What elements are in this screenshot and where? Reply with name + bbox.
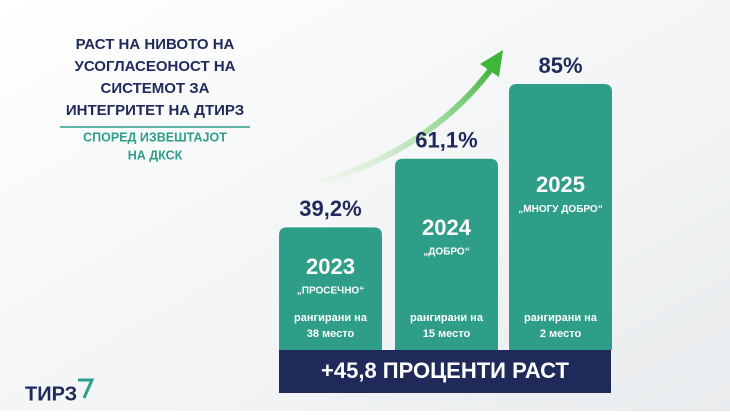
- rank-note: рангирани на: [294, 312, 368, 324]
- bar: [395, 158, 498, 350]
- banner: [279, 350, 611, 393]
- category-label: 2025: [536, 172, 585, 197]
- rank-note: 38 место: [307, 328, 355, 340]
- banner-text: +45,8 ПРОЦЕНТИ РАСТ: [321, 358, 570, 383]
- logo-mark: [78, 378, 95, 399]
- bar: [279, 227, 382, 350]
- subtitle-line: НА ДКСК: [128, 148, 183, 162]
- value-label: 85%: [538, 53, 582, 78]
- rating-label: „ПРОСЕЧНО“: [297, 286, 364, 297]
- category-label: 2023: [306, 254, 355, 279]
- title-line: УСОГЛАСЕОНОСТ НА: [74, 58, 235, 75]
- growth-arrow: [317, 66, 495, 186]
- subtitle-line: СПОРЕД ИЗВЕШТАЈОТ: [83, 130, 227, 144]
- title-line: ИНТЕГРИТЕТ НА ДТИРЗ: [66, 102, 244, 119]
- rating-label: „МНОГУ ДОБРО“: [518, 204, 602, 215]
- rank-note: рангирани на: [524, 312, 598, 324]
- value-label: 39,2%: [299, 196, 361, 221]
- title-line: СИСТЕМОТ ЗА: [101, 80, 210, 97]
- title-line: РАСТ НА НИВОТО НА: [76, 36, 235, 53]
- value-label: 61,1%: [415, 128, 477, 153]
- rating-label: „ДОБРО“: [423, 247, 469, 258]
- category-label: 2024: [422, 215, 472, 240]
- rank-note: 2 место: [540, 328, 582, 340]
- arrow-head: [480, 50, 503, 77]
- bar: [509, 84, 612, 350]
- rank-note: рангирани на: [410, 312, 484, 324]
- logo: ТИРЗ: [25, 383, 77, 405]
- rank-note: 15 место: [423, 328, 471, 340]
